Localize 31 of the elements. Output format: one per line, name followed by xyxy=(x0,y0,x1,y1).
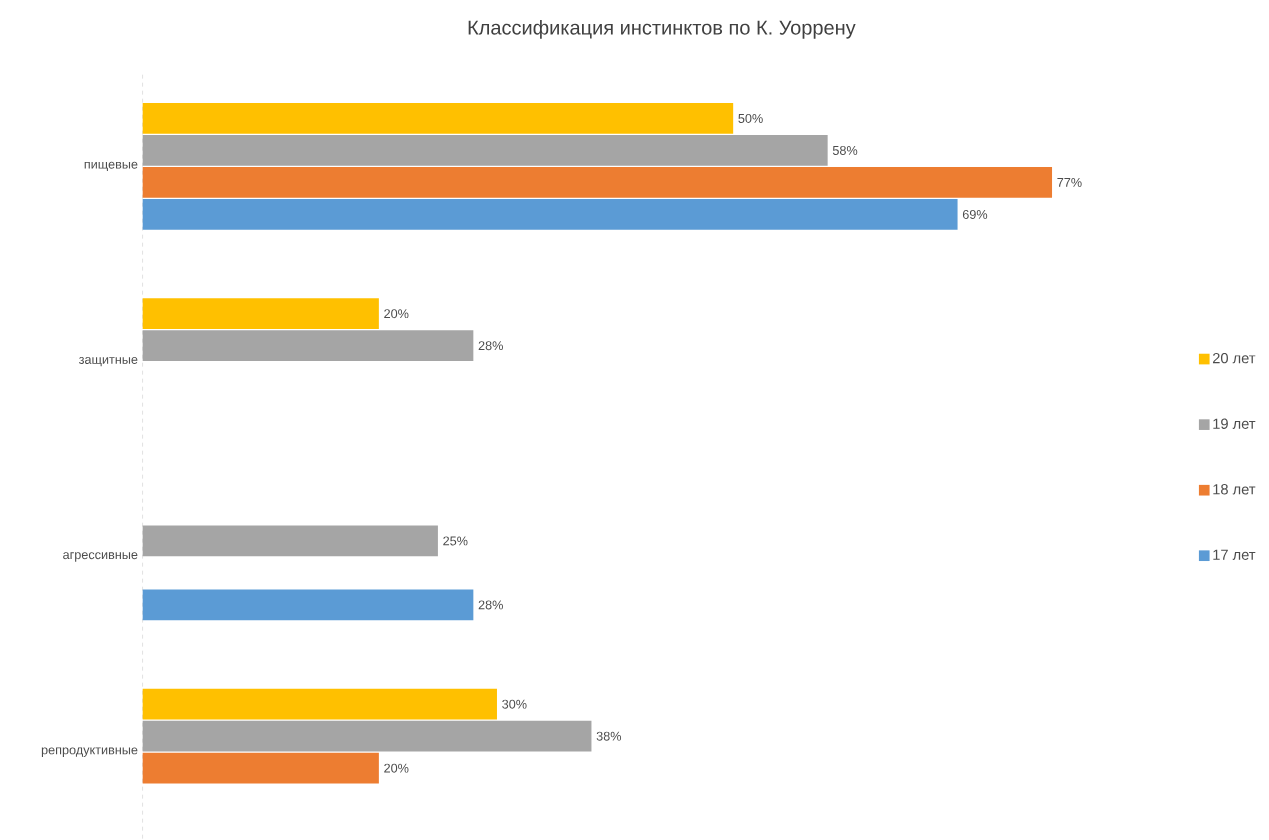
data-label: 25% xyxy=(443,536,468,546)
data-label: 30% xyxy=(502,699,527,709)
y-tick-label: защитные xyxy=(78,357,138,367)
bar xyxy=(142,199,958,230)
bar xyxy=(142,103,734,134)
data-label: 20% xyxy=(384,309,409,319)
legend-label: 18 лет xyxy=(1213,484,1256,495)
bar xyxy=(142,167,1053,198)
bar xyxy=(142,298,379,330)
bar xyxy=(142,135,828,166)
data-label: 58% xyxy=(832,145,858,155)
data-label: 50% xyxy=(738,113,763,123)
bar xyxy=(142,688,497,720)
legend-label: 17 лет xyxy=(1213,549,1256,560)
chart-title: Классификация инстинктов по К. Уоррену xyxy=(468,20,856,39)
legend-label: 19 лет xyxy=(1213,418,1256,429)
bar xyxy=(142,720,592,752)
bar xyxy=(142,589,474,621)
y-tick-label: репродуктивные xyxy=(41,747,138,757)
data-label: 69% xyxy=(962,209,988,219)
legend-label: 20 лет xyxy=(1212,352,1256,364)
data-label: 77% xyxy=(1057,178,1082,187)
y-tick-label: пищевые xyxy=(84,161,138,172)
data-label: 28% xyxy=(478,600,503,610)
data-label: 28% xyxy=(478,341,503,351)
data-label: 38% xyxy=(596,731,622,741)
bar xyxy=(142,330,474,362)
y-tick-label: агрессивные xyxy=(63,552,138,562)
bar xyxy=(142,752,379,784)
bar xyxy=(142,525,438,557)
data-label: 20% xyxy=(384,763,409,773)
